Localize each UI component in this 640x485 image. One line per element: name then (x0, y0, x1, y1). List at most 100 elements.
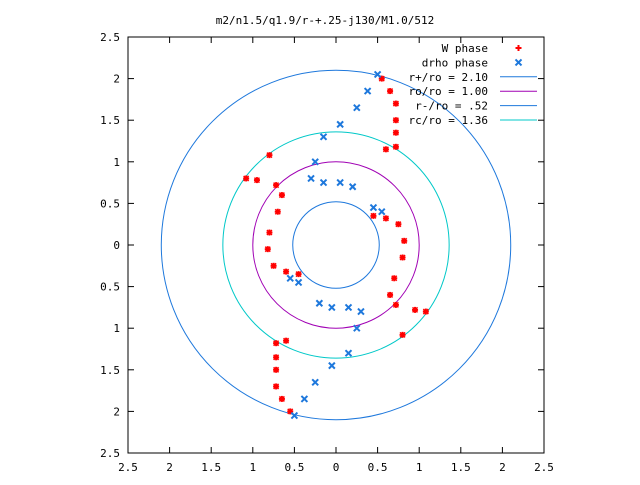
legend-drho-phase-marker (514, 58, 523, 67)
drho-phase-point (344, 303, 353, 312)
y-tick-label: 1 (113, 156, 120, 169)
y-tick-label: 0 (113, 239, 120, 252)
chart-title: m2/n1.5/q1.9/r-+.25-j130/M1.0/512 (216, 14, 435, 27)
drho-phase-point (319, 178, 328, 187)
w-phase-point (274, 208, 281, 215)
w-phase-point (253, 177, 260, 184)
drho-phase-point (319, 133, 328, 141)
x-tick-label: 2.5 (534, 461, 554, 474)
reference-circle (160, 69, 512, 421)
x-tick-label: 1.5 (451, 461, 471, 474)
y-tick-label: 2.5 (100, 31, 120, 44)
drho-phase-point (353, 104, 361, 112)
reference-circle (292, 201, 380, 289)
y-tick-label: 0.5 (100, 281, 120, 294)
w-phase-point (378, 75, 385, 82)
drho-phase-point (315, 299, 324, 307)
x-tick-label: 1 (416, 461, 423, 474)
w-phase-point (278, 395, 285, 402)
drho-phase-point (373, 70, 382, 79)
reference-circles (160, 69, 512, 421)
legend-label: drho phase (422, 56, 488, 69)
x-tick-label: 2 (166, 461, 173, 474)
y-tick-label: 0.5 (100, 197, 120, 210)
w-phase-point (243, 175, 250, 182)
x-tick-label: 0 (333, 461, 340, 474)
legend-label: W phase (442, 42, 488, 55)
w-phase-point (422, 308, 429, 315)
drho-phase-point (357, 307, 365, 316)
y-tick-label: 1 (113, 322, 120, 335)
w-phase-point (273, 354, 280, 361)
legend-w-phase-marker (515, 45, 522, 51)
drho-phase-point (311, 158, 319, 166)
y-tick-label: 1.5 (100, 364, 120, 377)
drho-phase-point (378, 208, 386, 216)
w-phase-point (273, 383, 280, 390)
w-phase-point (412, 306, 419, 313)
w-phase-point (392, 143, 399, 150)
series-points (243, 70, 429, 420)
drho-phase-point (353, 324, 361, 332)
axes: 2.5 2 1.5 1 0.5 0 0.5 1 1.5 2 2.52.521.510.500.511… (100, 31, 554, 474)
w-phase-point (283, 337, 290, 344)
x-tick-label: 1 (249, 461, 256, 474)
w-phase-point (266, 229, 273, 236)
drho-phase-point (348, 183, 357, 191)
w-phase-point (399, 331, 406, 338)
reference-circle (252, 161, 420, 329)
drho-phase-point (336, 178, 344, 187)
w-phase-point (273, 366, 280, 373)
y-tick-label: 2.5 (100, 447, 120, 460)
drho-phase-point (311, 378, 319, 386)
drho-phase-point (369, 203, 378, 212)
drho-phase-point (363, 87, 372, 95)
w-phase-point (395, 221, 402, 228)
x-tick-label: 0.5 (284, 461, 304, 474)
w-phase-point (387, 88, 394, 95)
legend-label: r+/ro = 2.10 (409, 71, 488, 84)
y-tick-label: 2 (113, 405, 120, 418)
drho-phase-point (344, 349, 353, 357)
drho-phase-point (290, 411, 299, 420)
w-phase-point (273, 182, 280, 189)
w-phase-point (270, 262, 277, 269)
w-phase-point (370, 212, 377, 219)
w-phase-point (392, 117, 399, 124)
drho-phase-point (307, 174, 315, 183)
w-phase-point (295, 271, 302, 278)
w-phase-point (392, 301, 399, 308)
legend-label: rc/ro = 1.36 (409, 114, 488, 127)
drho-phase-point (300, 395, 309, 403)
w-phase-point (283, 268, 290, 275)
w-phase-point (266, 152, 273, 159)
w-phase-point (392, 129, 399, 136)
x-tick-label: 2.5 (118, 461, 138, 474)
w-phase-point (391, 275, 398, 282)
drho-phase-point (294, 278, 303, 287)
w-phase-point (401, 237, 408, 244)
y-tick-label: 2 (113, 73, 120, 86)
x-tick-label: 1.5 (201, 461, 221, 474)
w-phase-point (382, 215, 389, 222)
drho-phase-point (328, 303, 336, 312)
w-phase-point (387, 291, 394, 298)
w-phase-point (278, 192, 285, 199)
drho-phase-point (286, 274, 294, 282)
w-phase-point (382, 146, 389, 153)
legend-label: r-/ro = .52 (415, 100, 488, 113)
y-tick-label: 1.5 (100, 114, 120, 127)
drho-phase-point (328, 361, 336, 370)
w-phase-point (287, 408, 294, 415)
drho-phase-point (336, 120, 344, 129)
w-phase-point (392, 100, 399, 107)
legend-label: ro/ro = 1.00 (409, 85, 488, 98)
x-tick-label: 2 (499, 461, 506, 474)
x-tick-label: 0.5 (368, 461, 388, 474)
w-phase-point (399, 254, 406, 261)
w-phase-point (273, 340, 280, 347)
reference-circle (222, 131, 450, 359)
